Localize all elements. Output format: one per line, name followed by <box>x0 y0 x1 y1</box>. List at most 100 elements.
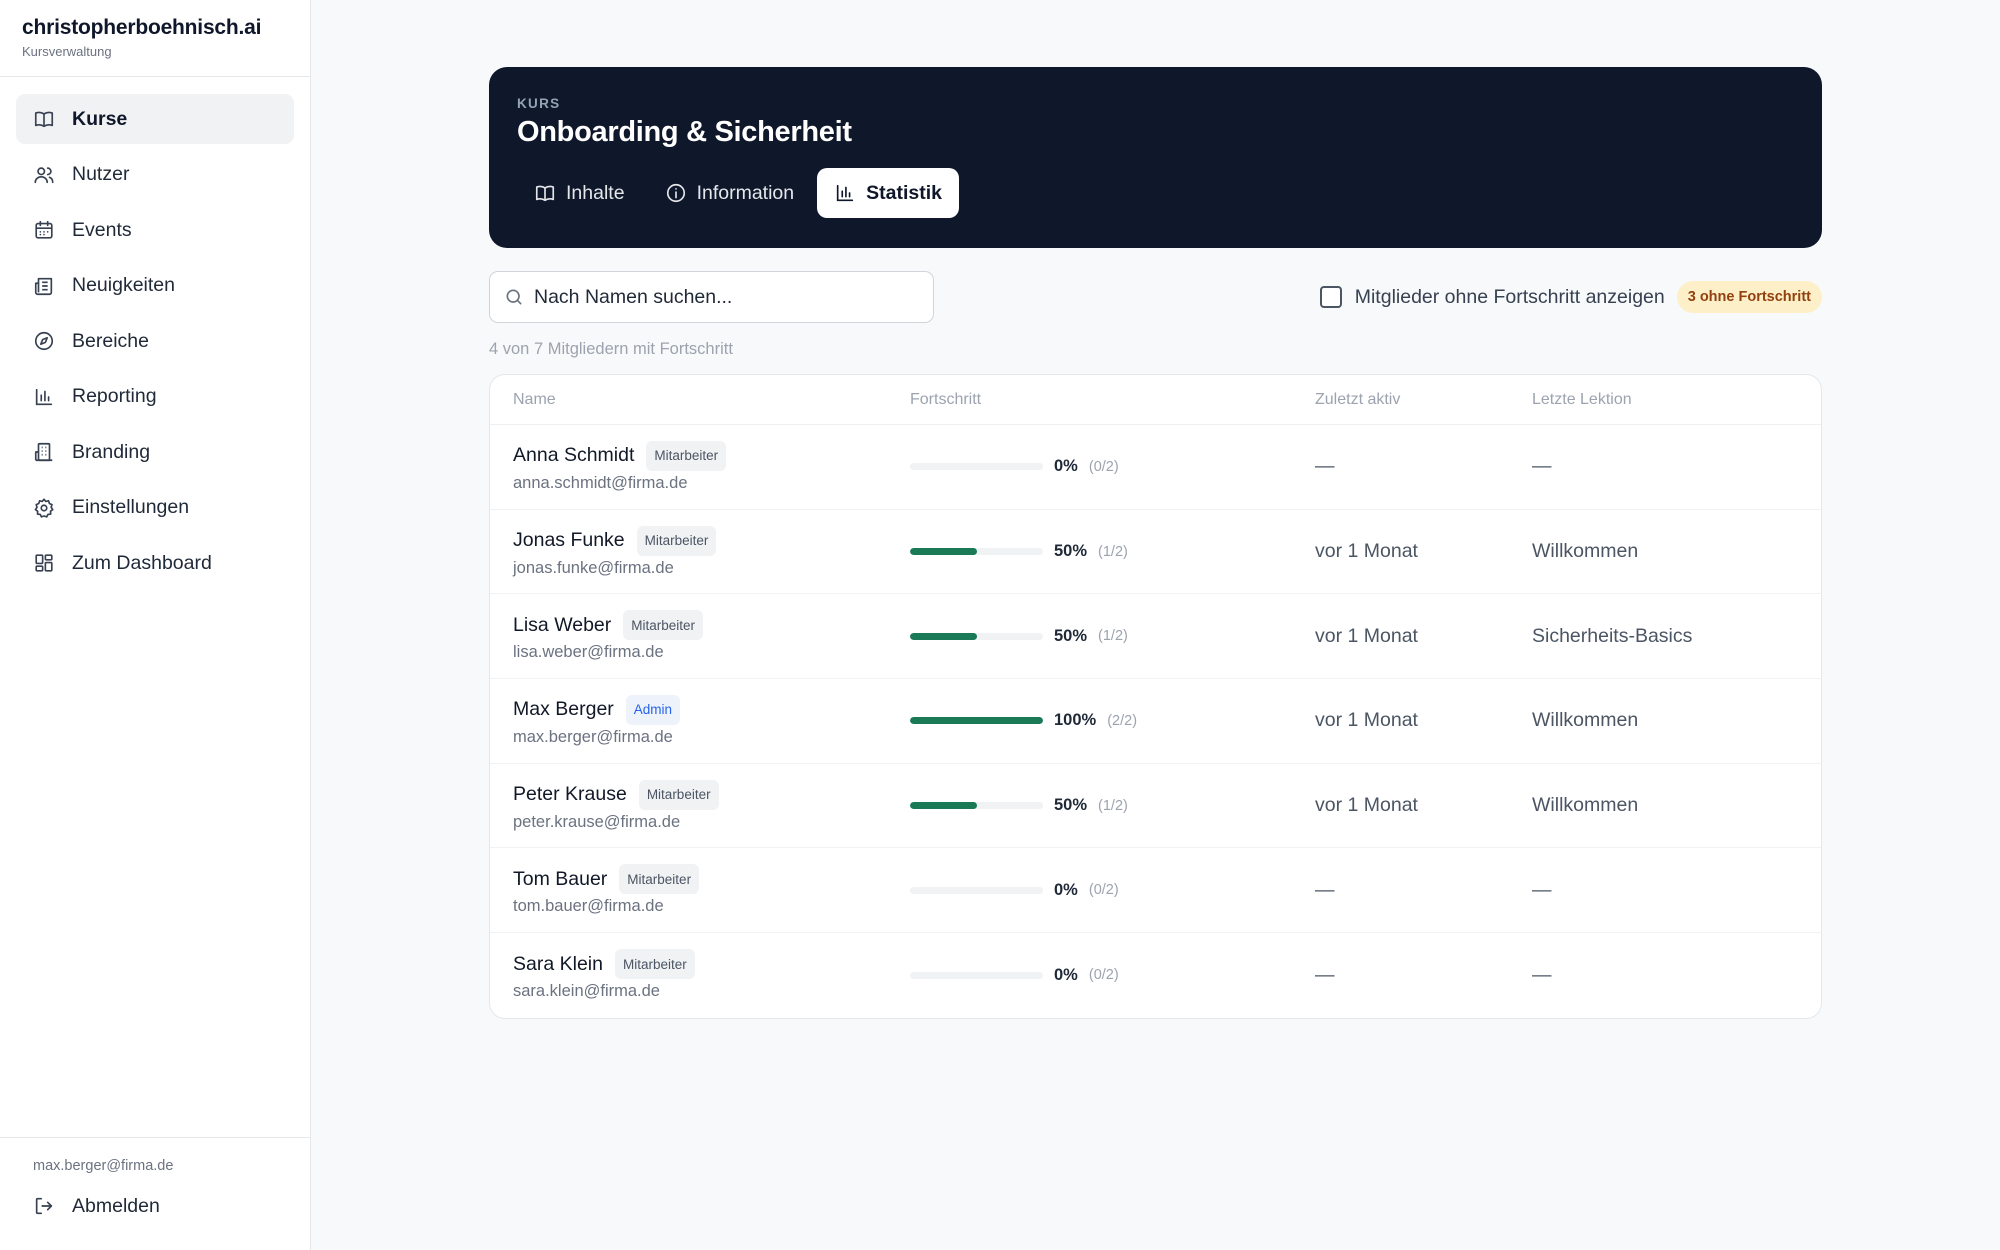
search-input[interactable] <box>534 285 919 309</box>
sidebar-item-label: Bereiche <box>72 329 149 352</box>
sidebar-item-label: Zum Dashboard <box>72 551 212 574</box>
gear-icon <box>33 497 55 519</box>
member-email: sara.klein@firma.de <box>513 982 660 1001</box>
member-name: Anna Schmidt <box>513 444 635 467</box>
sidebar-item-branding[interactable]: Branding <box>16 427 294 477</box>
brand-subtitle: Kursverwaltung <box>22 44 112 59</box>
sidebar-item-label: Nutzer <box>72 163 130 185</box>
sidebar-footer: max.berger@firma.de Abmelden <box>0 1137 310 1250</box>
table-row[interactable]: Anna Schmidt Mitarbeiter anna.schmidt@firm… <box>490 425 1821 510</box>
tab-label: Inhalte <box>566 181 625 204</box>
course-kicker: KURS <box>517 96 561 111</box>
table-row[interactable]: Jonas Funke Mitarbeiter jonas.funke@firma.… <box>490 510 1821 595</box>
sidebar-item-reporting[interactable]: Reporting <box>16 372 294 422</box>
progress-percent: 0% <box>1054 965 1078 984</box>
tab-inhalte[interactable]: Inhalte <box>517 168 642 218</box>
member-name: Max Berger <box>513 698 614 721</box>
cell-progress: 0% (0/2) <box>910 881 1315 900</box>
cell-name: Sara Klein Mitarbeiter sara.klein@firma.de <box>513 949 910 1001</box>
progress-percent: 50% <box>1054 542 1088 561</box>
calendar-icon <box>33 219 55 241</box>
logout-button[interactable]: Abmelden <box>16 1184 294 1228</box>
cell-last-active: vor 1 Monat <box>1315 794 1418 817</box>
cell-last-lesson: — <box>1532 455 1552 478</box>
member-email: tom.bauer@firma.de <box>513 897 664 916</box>
member-email: max.berger@firma.de <box>513 727 673 746</box>
sidebar-item-label: Events <box>72 218 132 241</box>
logout-icon <box>33 1195 55 1217</box>
tab-statistik[interactable]: Statistik <box>817 168 959 218</box>
role-badge: Mitarbeiter <box>646 440 727 471</box>
table-row[interactable]: Max Berger Admin max.berger@firma.de 100% (2… <box>490 679 1821 764</box>
sidebar-item-label: Einstellungen <box>72 496 190 518</box>
building-icon <box>33 441 55 463</box>
table-row[interactable]: Tom Bauer Mitarbeiter tom.bauer@firma.de 0%… <box>490 848 1821 934</box>
bar-chart-icon <box>33 386 55 408</box>
member-name: Peter Krause <box>513 783 627 806</box>
toolbar: Mitglieder ohne Fortschritt anzeigen 3 o… <box>489 271 1822 323</box>
tab-label: Statistik <box>866 181 942 204</box>
members-table: Name Fortschritt Zuletzt aktiv Letzte Le… <box>489 374 1822 1019</box>
brand: christopherboehnisch.ai Kursverwaltung <box>0 0 310 77</box>
search-box <box>489 271 934 323</box>
book-icon <box>33 108 55 130</box>
progress-bar <box>910 886 1043 894</box>
tab-information[interactable]: Information <box>648 168 812 218</box>
brand-title[interactable]: christopherboehnisch.ai <box>22 16 262 39</box>
course-header: KURS Onboarding & Sicherheit Inhalte Info… <box>489 67 1822 248</box>
sidebar-item-label: Reporting <box>72 385 157 407</box>
cell-name: Max Berger Admin max.berger@firma.de <box>513 694 910 747</box>
cell-last-active: vor 1 Monat <box>1315 709 1418 732</box>
progress-fraction: (1/2) <box>1098 797 1128 814</box>
sidebar-item-zum-dashboard[interactable]: Zum Dashboard <box>16 538 294 588</box>
progress-fraction: (0/2) <box>1088 882 1119 899</box>
table-row[interactable]: Sara Klein Mitarbeiter sara.klein@firma.de… <box>490 933 1821 1018</box>
header-progress: Fortschritt <box>910 390 982 408</box>
progress-percent: 0% <box>1054 457 1078 476</box>
sidebar-item-label: Kurse <box>72 107 128 130</box>
cell-name: Lisa Weber Mitarbeiter lisa.weber@firma.de <box>513 610 910 662</box>
cell-last-lesson: — <box>1532 963 1552 986</box>
course-title: Onboarding & Sicherheit <box>517 116 852 148</box>
sidebar-nav: Kurse Nutzer Events Neuigkeiten Bereiche Repo… <box>0 77 310 588</box>
table-row[interactable]: Lisa Weber Mitarbeiter lisa.weber@firma.de… <box>490 594 1821 680</box>
cell-progress: 50% (1/2) <box>910 542 1315 561</box>
table-header: Name Fortschritt Zuletzt aktiv Letzte Le… <box>490 375 1821 425</box>
cell-progress: 50% (1/2) <box>910 796 1315 815</box>
member-email: anna.schmidt@firma.de <box>513 473 688 492</box>
newspaper-icon <box>33 275 55 297</box>
info-icon <box>665 182 687 204</box>
member-name: Sara Klein <box>513 952 603 975</box>
progress-percent: 50% <box>1054 626 1088 645</box>
member-email: jonas.funke@firma.de <box>513 558 674 577</box>
cell-progress: 50% (1/2) <box>910 627 1315 646</box>
sidebar-item-events[interactable]: Events <box>16 205 294 255</box>
bar-chart-icon <box>834 182 856 204</box>
role-badge: Admin <box>625 694 681 725</box>
cell-last-active: — <box>1315 455 1335 478</box>
compass-icon <box>33 330 55 352</box>
course-tabs: Inhalte Information Statistik <box>517 168 1794 218</box>
member-name: Tom Bauer <box>513 867 608 890</box>
progress-bar <box>910 717 1043 725</box>
sidebar-item-neuigkeiten[interactable]: Neuigkeiten <box>16 261 294 311</box>
progress-bar <box>910 971 1043 979</box>
member-count-text: 4 von 7 Mitgliedern mit Fortschritt <box>489 340 733 358</box>
sidebar-item-einstellungen[interactable]: Einstellungen <box>16 483 294 533</box>
filter-checkbox[interactable] <box>1319 286 1342 308</box>
sidebar-item-bereiche[interactable]: Bereiche <box>16 316 294 366</box>
cell-progress: 0% (0/2) <box>910 966 1315 985</box>
filter-label[interactable]: Mitglieder ohne Fortschritt anzeigen <box>1354 285 1665 308</box>
progress-fraction: (0/2) <box>1088 458 1119 475</box>
header-last-active: Zuletzt aktiv <box>1315 390 1401 408</box>
users-icon <box>33 164 55 186</box>
table-row[interactable]: Peter Krause Mitarbeiter peter.krause@firm… <box>490 764 1821 849</box>
sidebar-item-nutzer[interactable]: Nutzer <box>16 150 294 200</box>
cell-last-lesson: Willkommen <box>1532 794 1639 817</box>
sidebar-item-kurse[interactable]: Kurse <box>16 94 294 144</box>
role-badge: Mitarbeiter <box>638 779 719 810</box>
logout-label: Abmelden <box>72 1194 160 1217</box>
progress-percent: 0% <box>1054 880 1078 899</box>
progress-filter: Mitglieder ohne Fortschritt anzeigen 3 o… <box>1319 281 1822 313</box>
role-badge: Mitarbeiter <box>619 864 700 895</box>
